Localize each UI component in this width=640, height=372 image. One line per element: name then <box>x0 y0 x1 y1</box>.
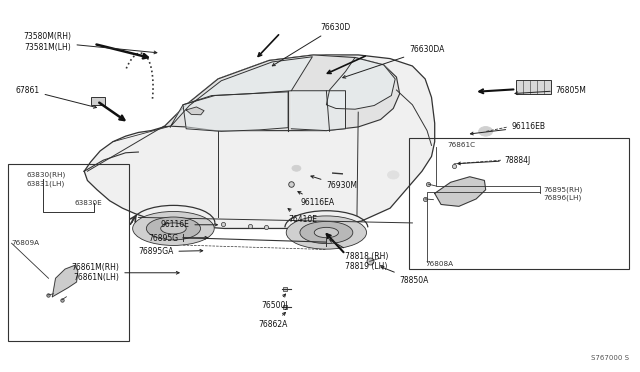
Text: 76805M: 76805M <box>515 86 587 94</box>
Polygon shape <box>186 107 204 115</box>
Ellipse shape <box>479 126 493 136</box>
Text: 96116EA: 96116EA <box>298 192 335 207</box>
Ellipse shape <box>147 217 200 240</box>
Ellipse shape <box>292 165 301 171</box>
Polygon shape <box>52 265 78 297</box>
Text: 78850A: 78850A <box>381 267 429 285</box>
Polygon shape <box>164 55 399 131</box>
Text: 76630D: 76630D <box>272 23 350 66</box>
Text: 63830(RH): 63830(RH) <box>27 171 66 178</box>
Text: 73580M(RH)
73581M(LH): 73580M(RH) 73581M(LH) <box>24 32 157 54</box>
Text: 76862A: 76862A <box>259 312 288 329</box>
Text: 76895(RH): 76895(RH) <box>543 186 582 193</box>
Text: 96116E: 96116E <box>161 220 218 229</box>
Text: 76895G: 76895G <box>148 234 208 243</box>
Text: 76861C: 76861C <box>447 142 476 148</box>
Text: 76895GA: 76895GA <box>138 247 203 256</box>
Bar <box>8 164 129 341</box>
Bar <box>516 80 551 94</box>
Polygon shape <box>183 92 288 131</box>
Text: 63831(LH): 63831(LH) <box>27 181 65 187</box>
Text: 76930M: 76930M <box>311 176 357 190</box>
Bar <box>409 138 629 269</box>
Polygon shape <box>326 58 395 109</box>
Bar <box>91 97 104 105</box>
Text: 76896(LH): 76896(LH) <box>543 195 581 201</box>
Text: 78884J: 78884J <box>458 155 531 165</box>
Ellipse shape <box>314 227 339 238</box>
Polygon shape <box>84 55 435 228</box>
Text: 63830E: 63830E <box>75 200 102 206</box>
Text: 76809A: 76809A <box>11 240 39 246</box>
Ellipse shape <box>132 211 214 246</box>
Text: 67861: 67861 <box>15 86 97 108</box>
Polygon shape <box>170 57 312 127</box>
Ellipse shape <box>286 216 367 249</box>
Text: S767000 S: S767000 S <box>591 355 629 361</box>
Ellipse shape <box>161 223 186 234</box>
Text: 76861M(RH)
76861N(LH): 76861M(RH) 76861N(LH) <box>72 263 179 282</box>
Polygon shape <box>435 177 486 206</box>
Text: 76500J: 76500J <box>262 294 288 311</box>
Text: 78818 (RH)
78819 (LH): 78818 (RH) 78819 (LH) <box>330 240 389 272</box>
Ellipse shape <box>300 221 353 244</box>
Text: 76808A: 76808A <box>425 260 453 266</box>
Polygon shape <box>291 91 346 131</box>
Text: 76410E: 76410E <box>288 209 317 224</box>
Text: 96116EB: 96116EB <box>470 122 545 135</box>
Ellipse shape <box>388 171 399 179</box>
Text: 76630DA: 76630DA <box>343 45 445 78</box>
